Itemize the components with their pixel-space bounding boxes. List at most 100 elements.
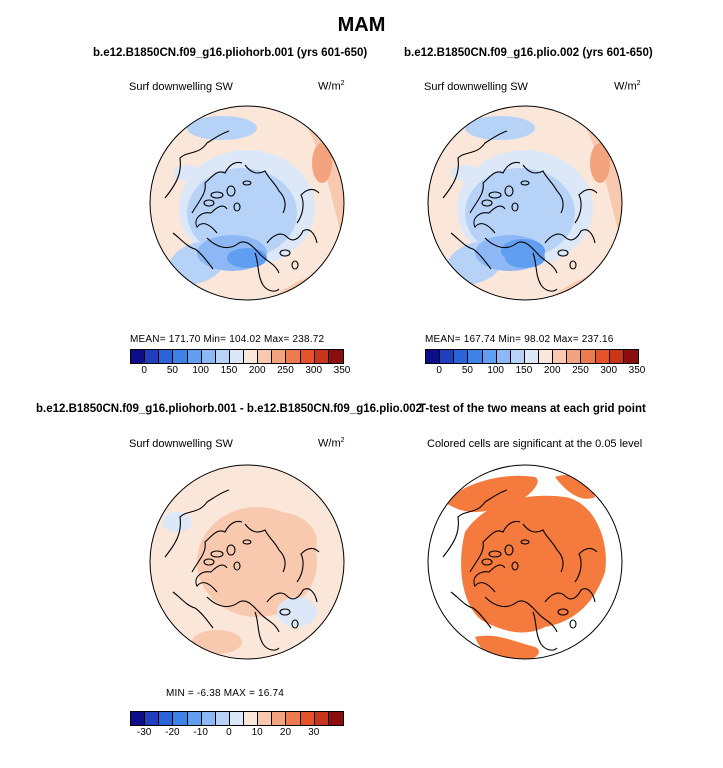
colorbar-swatch (314, 712, 329, 725)
colorbar-swatch (244, 712, 259, 725)
colorbar-swatch (426, 350, 441, 363)
panel-2-map (427, 105, 623, 301)
colorbar-tick-label: 100 (192, 365, 209, 376)
colorbar-swatch (300, 350, 315, 363)
coastline (191, 161, 243, 214)
panel-2-units: W/m2 (614, 80, 641, 93)
island (210, 191, 224, 199)
colorbar-swatch (145, 712, 160, 725)
field-region (445, 475, 538, 512)
colorbar-swatch (244, 350, 259, 363)
panel-3-colorbar (130, 711, 344, 726)
panel-3-units: W/m2 (318, 437, 345, 450)
colorbar-swatch (258, 350, 273, 363)
panel-2-stats: MEAN= 167.74 Min= 98.02 Max= 237.16 (425, 334, 614, 345)
coastline (484, 596, 558, 633)
colorbar-swatch (131, 712, 146, 725)
coastline (574, 188, 598, 224)
coastline (532, 611, 558, 651)
colorbar-tick-label: 350 (628, 365, 646, 376)
island (488, 550, 502, 558)
island (203, 558, 215, 566)
field-region (590, 143, 610, 183)
colorbar-swatch (159, 712, 174, 725)
colorbar-swatch (314, 350, 329, 363)
coastline (206, 237, 280, 274)
colorbar-swatch (510, 350, 525, 363)
colorbar-swatch (173, 350, 188, 363)
coastline (522, 164, 564, 214)
coastline (296, 188, 320, 224)
coastline (266, 229, 318, 244)
colorbar-swatch (482, 350, 497, 363)
colorbar-swatch (187, 350, 202, 363)
island (481, 199, 493, 207)
colorbar-swatch (567, 350, 582, 363)
coastline (484, 237, 558, 274)
field-region (555, 474, 595, 499)
coastline (522, 523, 564, 573)
island (279, 608, 291, 616)
island (242, 539, 252, 545)
island (569, 619, 577, 629)
coastline (450, 591, 492, 629)
panel-3-title: b.e12.B1850CN.f09_g16.pliohorb.001 - b.e… (36, 403, 423, 415)
coastline (442, 130, 508, 199)
panel-4-subtitle: Colored cells are significant at the 0.0… (427, 438, 643, 450)
coastline (544, 588, 596, 603)
field-region (187, 116, 257, 140)
field-region (465, 168, 575, 258)
panel-1-colorbar (130, 349, 344, 364)
colorbar-swatch (468, 350, 483, 363)
colorbar-tick-label: 30 (308, 727, 320, 738)
panel-3-stats: MIN = -6.38 MAX = 16.74 (166, 688, 284, 699)
island (203, 199, 215, 207)
colorbar-tick-label: 150 (515, 365, 533, 376)
panel-1-title: b.e12.B1850CN.f09_g16.pliohorb.001 (yrs … (93, 47, 368, 59)
field-region (192, 630, 242, 654)
panel-4-map (427, 464, 623, 660)
island (504, 185, 514, 197)
panel-1-variable: Surf downwelling SW (129, 81, 233, 93)
colorbar-tick-label: 250 (277, 365, 294, 376)
colorbar-tick-label: 300 (305, 365, 323, 376)
panel-1-units: W/m2 (318, 80, 345, 93)
coastline (473, 564, 506, 593)
coastline (195, 205, 228, 234)
colorbar-swatch (286, 712, 301, 725)
map-boundary (427, 464, 623, 660)
island (226, 185, 236, 197)
island (504, 544, 514, 556)
colorbar-swatch (201, 712, 216, 725)
island (557, 249, 569, 257)
colorbar-tick-label: 350 (333, 365, 351, 376)
colorbar-tick-label: 150 (220, 365, 238, 376)
island (520, 180, 530, 186)
colorbar-swatch (272, 712, 287, 725)
colorbar-tick-label: -30 (136, 727, 152, 738)
field-region (277, 597, 317, 627)
coastline (172, 591, 214, 629)
colorbar-swatch (201, 350, 216, 363)
coastline (442, 489, 508, 558)
coastline (254, 611, 280, 651)
colorbar-tick-label: 250 (572, 365, 589, 376)
island (279, 249, 291, 257)
colorbar-swatch (454, 350, 469, 363)
colorbar-swatch (258, 712, 273, 725)
map-boundary (149, 105, 345, 301)
coastline (532, 252, 558, 292)
island (511, 561, 519, 571)
coastline (469, 161, 521, 214)
coastline (244, 164, 286, 214)
colorbar-swatch (159, 350, 174, 363)
map-boundary (427, 105, 623, 301)
colorbar-swatch (581, 350, 596, 363)
coastline (206, 596, 280, 633)
colorbar-tick-label: 50 (461, 365, 473, 376)
coastline (191, 520, 243, 573)
colorbar-swatch (440, 350, 455, 363)
panel-2-colorbar (425, 349, 639, 364)
panel-3-variable: Surf downwelling SW (129, 438, 233, 450)
colorbar-tick-label: 20 (279, 727, 292, 738)
